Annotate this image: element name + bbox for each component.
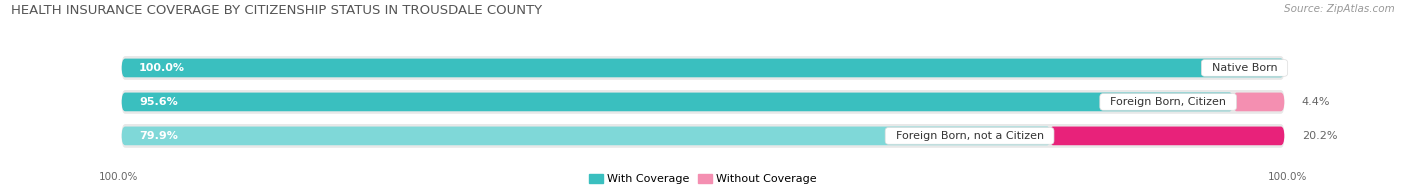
Text: 20.2%: 20.2% <box>1302 131 1337 141</box>
Text: 100.0%: 100.0% <box>1268 172 1308 182</box>
FancyBboxPatch shape <box>1049 127 1284 145</box>
FancyBboxPatch shape <box>122 56 1284 80</box>
Text: 79.9%: 79.9% <box>139 131 179 141</box>
FancyBboxPatch shape <box>122 59 1284 77</box>
FancyBboxPatch shape <box>122 124 1284 148</box>
Text: Native Born: Native Born <box>1205 63 1284 73</box>
Text: Foreign Born, Citizen: Foreign Born, Citizen <box>1104 97 1233 107</box>
Text: 4.4%: 4.4% <box>1302 97 1330 107</box>
Text: 95.6%: 95.6% <box>139 97 179 107</box>
FancyBboxPatch shape <box>122 93 1233 111</box>
FancyBboxPatch shape <box>122 127 1050 145</box>
Text: Source: ZipAtlas.com: Source: ZipAtlas.com <box>1284 4 1395 14</box>
Text: 100.0%: 100.0% <box>98 172 138 182</box>
FancyBboxPatch shape <box>1233 93 1284 111</box>
Text: 100.0%: 100.0% <box>139 63 186 73</box>
Text: HEALTH INSURANCE COVERAGE BY CITIZENSHIP STATUS IN TROUSDALE COUNTY: HEALTH INSURANCE COVERAGE BY CITIZENSHIP… <box>11 4 543 17</box>
FancyBboxPatch shape <box>122 90 1284 114</box>
Text: Foreign Born, not a Citizen: Foreign Born, not a Citizen <box>889 131 1050 141</box>
Legend: With Coverage, Without Coverage: With Coverage, Without Coverage <box>585 169 821 189</box>
